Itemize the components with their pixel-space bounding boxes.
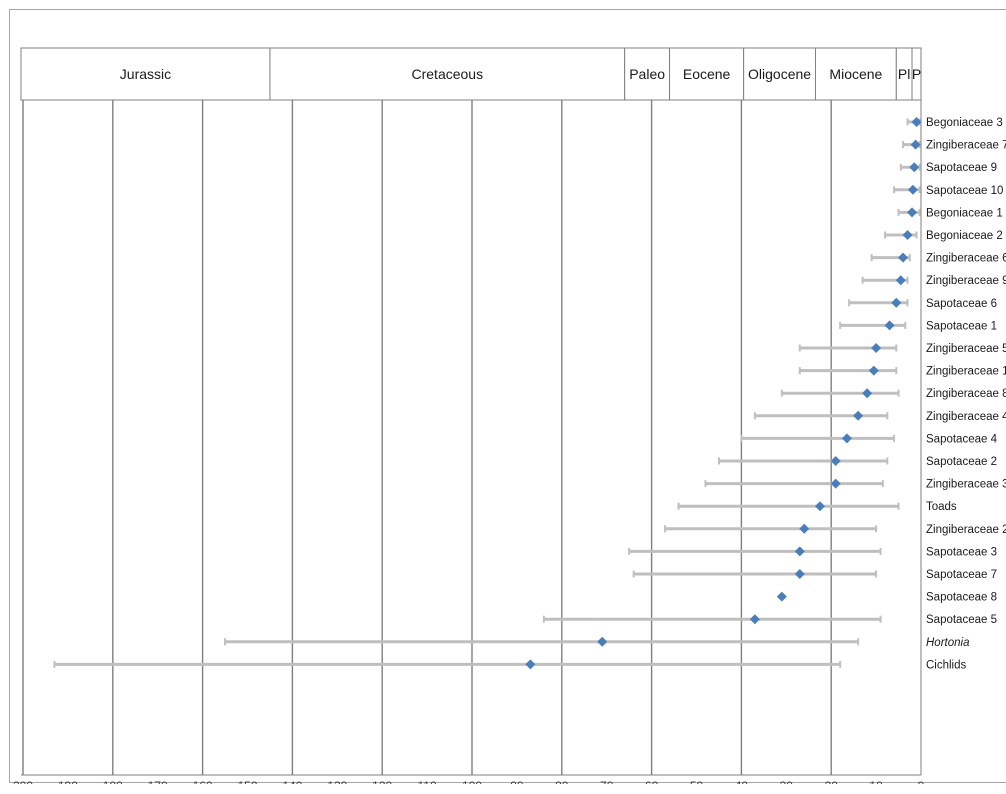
data-point-marker bbox=[862, 388, 873, 399]
taxon-label: Zingiberaceae 7 bbox=[926, 140, 1006, 152]
taxon-label: Sapotaceae 5 bbox=[926, 614, 997, 626]
taxon-label: Begoniaceae 2 bbox=[926, 230, 1003, 242]
taxon-label: Sapotaceae 7 bbox=[926, 569, 997, 581]
data-point-marker bbox=[895, 275, 906, 286]
x-tick-label: 40 bbox=[735, 779, 749, 784]
taxon-label: Sapotaceae 4 bbox=[926, 433, 998, 445]
x-tick-label: 60 bbox=[645, 779, 659, 784]
data-point-marker bbox=[597, 636, 608, 647]
geologic-period-header: Jurassic Cretaceous Paleo Eocene Oligocene Mi… bbox=[20, 47, 922, 101]
data-point-marker bbox=[909, 162, 920, 173]
period-box bbox=[20, 47, 271, 101]
data-point-marker bbox=[871, 343, 882, 353]
data-point-marker bbox=[799, 523, 810, 534]
x-tick-label: 100 bbox=[462, 779, 482, 784]
x-tick-label: 130 bbox=[327, 779, 347, 784]
x-tick-label: 200 bbox=[13, 779, 33, 784]
taxon-label: Cichlids bbox=[926, 659, 967, 671]
taxon-label: Sapotaceae 1 bbox=[926, 320, 997, 332]
taxon-label: Hortonia bbox=[926, 637, 969, 649]
taxon-label: Zingiberaceae 8 bbox=[926, 388, 1006, 400]
taxon-label: Sapotaceae 8 bbox=[926, 592, 997, 604]
period-label: Cretaceous bbox=[412, 66, 484, 82]
data-point-marker bbox=[776, 591, 787, 602]
taxon-label: Sapotaceae 6 bbox=[926, 298, 997, 310]
data-point-marker bbox=[749, 614, 760, 625]
data-point-marker bbox=[830, 478, 841, 489]
period-label: Jurassic bbox=[120, 66, 171, 82]
data-point-marker bbox=[891, 297, 902, 308]
data-point-marker bbox=[841, 433, 852, 444]
markers bbox=[525, 117, 922, 670]
error-bars bbox=[53, 118, 921, 668]
data-point-marker bbox=[853, 410, 864, 421]
period-label: Miocene bbox=[829, 66, 882, 82]
x-tick-label: 70 bbox=[600, 779, 614, 784]
x-tick-label: 50 bbox=[690, 779, 704, 784]
taxon-labels: Begoniaceae 3 Zingiberaceae 7 Sapotaceae 9… bbox=[926, 117, 1006, 671]
x-tick-label: 120 bbox=[372, 779, 392, 784]
taxon-label: Zingiberaceae 4 bbox=[926, 411, 1006, 423]
data-point-marker bbox=[868, 365, 879, 376]
x-tick-label: 150 bbox=[237, 779, 257, 784]
data-point-marker bbox=[814, 501, 825, 512]
taxon-label: Begoniaceae 3 bbox=[926, 117, 1003, 129]
taxon-label: Sapotaceae 3 bbox=[926, 546, 997, 558]
taxon-label: Sapotaceae 10 bbox=[926, 185, 1003, 197]
data-point-marker bbox=[902, 230, 913, 240]
chart-frame: Jurassic Cretaceous Paleo Eocene Oligocene Mi… bbox=[9, 9, 1006, 784]
period-label: Paleo bbox=[629, 66, 665, 82]
x-tick-label: 190 bbox=[58, 779, 78, 784]
x-tick-label: 160 bbox=[193, 779, 213, 784]
taxon-label: Zingiberaceae 1 bbox=[926, 366, 1006, 378]
data-point-marker bbox=[830, 456, 841, 466]
period-label: Pl bbox=[898, 66, 910, 82]
period-label: Eocene bbox=[683, 66, 731, 82]
x-tick-label: 180 bbox=[103, 779, 123, 784]
taxon-label: Sapotaceae 2 bbox=[926, 456, 997, 468]
data-point-marker bbox=[898, 252, 909, 263]
period-box bbox=[269, 47, 626, 101]
data-point-marker bbox=[907, 207, 918, 218]
x-tick-label: 10 bbox=[869, 779, 883, 784]
x-tick-label: 30 bbox=[780, 779, 794, 784]
period-box bbox=[814, 47, 897, 101]
taxon-label: Begoniaceae 1 bbox=[926, 207, 1003, 219]
data-point-marker bbox=[794, 569, 805, 579]
timeline-chart: Jurassic Cretaceous Paleo Eocene Oligocene Mi… bbox=[13, 47, 1006, 784]
taxon-label: Sapotaceae 9 bbox=[926, 162, 997, 174]
x-tick-label: 170 bbox=[148, 779, 168, 784]
taxon-label: Zingiberaceae 6 bbox=[926, 253, 1006, 265]
taxon-label: Zingiberaceae 5 bbox=[926, 343, 1006, 355]
x-tick-label: 0 bbox=[918, 779, 925, 784]
period-box bbox=[743, 47, 816, 101]
taxon-label: Zingiberaceae 9 bbox=[926, 275, 1006, 287]
taxon-label: Zingiberaceae 3 bbox=[926, 479, 1006, 491]
data-point-marker bbox=[525, 659, 536, 670]
x-axis: 2001901801701601501401301201101009080706… bbox=[13, 774, 925, 784]
x-tick-label: 110 bbox=[418, 779, 437, 784]
x-tick-label: 80 bbox=[555, 779, 569, 784]
gridlines bbox=[22, 48, 922, 775]
period-box bbox=[624, 47, 671, 101]
data-point-marker bbox=[911, 117, 922, 127]
data-point-marker bbox=[794, 546, 805, 557]
x-tick-label: 90 bbox=[510, 779, 524, 784]
data-point-marker bbox=[910, 139, 921, 150]
x-tick-label: 20 bbox=[825, 779, 839, 784]
period-label: P bbox=[912, 66, 921, 82]
data-point-marker bbox=[884, 320, 895, 331]
period-label: Oligocene bbox=[748, 66, 811, 82]
x-tick-label: 140 bbox=[282, 779, 302, 784]
taxon-label: Zingiberaceae 2 bbox=[926, 524, 1006, 536]
taxon-label: Toads bbox=[926, 501, 957, 513]
data-point-marker bbox=[907, 184, 918, 195]
